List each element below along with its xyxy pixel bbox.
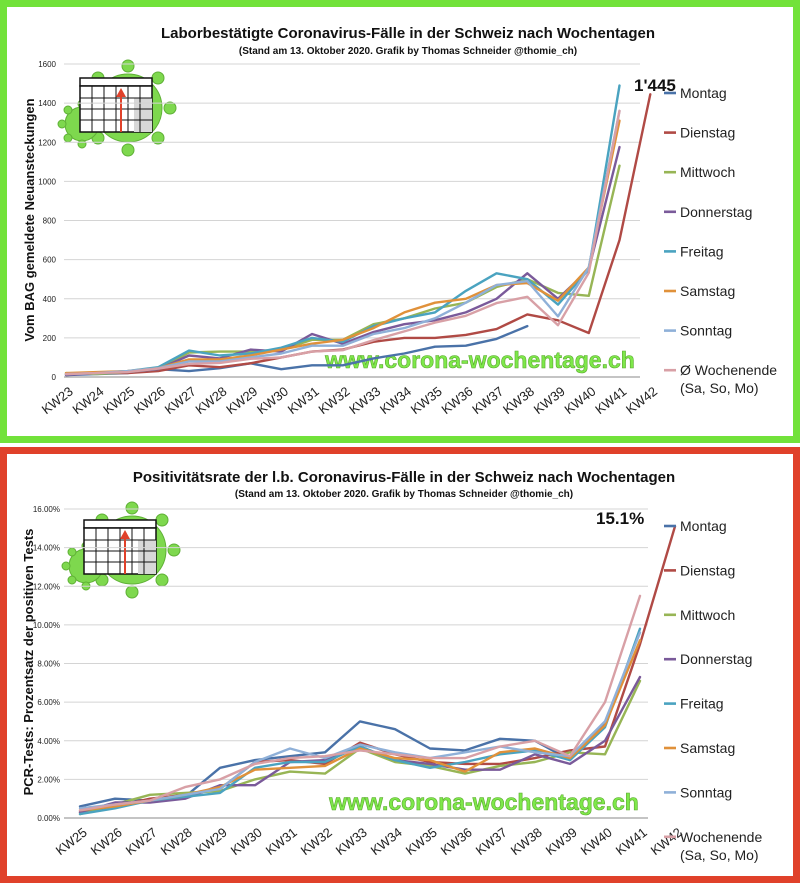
y-axis-label: Vom BAG gemeldete Neuansteckungen (22, 98, 37, 341)
legend-label: Donnerstag (680, 651, 752, 667)
x-tick-label: KW29 (193, 825, 230, 859)
x-tick-label: KW26 (88, 825, 125, 859)
x-tick-label: KW27 (162, 384, 199, 418)
legend-label: Montag (680, 85, 727, 101)
x-tick-label: KW28 (158, 825, 195, 859)
legend-label: Sonntag (680, 784, 732, 800)
x-tick-label: KW28 (192, 384, 229, 418)
y-tick-label: 6.00% (37, 698, 60, 707)
virus-calendar-icon (57, 59, 177, 157)
legend-label-sub: (Sa, So, Mo) (680, 847, 759, 863)
legend-label: Samstag (680, 283, 735, 299)
x-tick-label: KW29 (223, 384, 260, 418)
legend-label: Dienstag (680, 562, 735, 578)
x-tick-label: KW35 (408, 384, 445, 418)
x-tick-label: KW37 (473, 825, 510, 859)
x-tick-label: KW31 (263, 825, 300, 859)
watermark-text: www.corona-wochentage.ch (328, 789, 639, 815)
x-tick-label: KW38 (500, 384, 537, 418)
x-tick-label: KW30 (254, 384, 291, 418)
series-line (64, 109, 621, 376)
x-tick-label: KW26 (131, 384, 168, 418)
legend-label: Dienstag (680, 125, 735, 141)
x-tick-label: KW25 (53, 825, 90, 859)
y-tick-label: 4.00% (37, 737, 60, 746)
y-tick-label: 8.00% (37, 660, 60, 669)
y-tick-label: 1400 (38, 99, 56, 108)
y-tick-label: 400 (43, 295, 57, 304)
chart-title: Positivitätsrate der l.b. Coronavirus-Fä… (133, 469, 675, 486)
legend-label: Ø Wochenende (680, 362, 777, 378)
x-tick-label: KW35 (403, 825, 440, 859)
x-tick-label: KW36 (438, 825, 475, 859)
legend-label: Mittwoch (680, 164, 735, 180)
x-tick-label: KW42 (623, 384, 660, 418)
x-tick-label: KW31 (285, 384, 322, 418)
x-tick-label: KW23 (39, 384, 76, 418)
x-tick-label: KW40 (578, 825, 615, 859)
watermark-text: www.corona-wochentage.ch (324, 347, 635, 373)
x-tick-label: KW32 (315, 384, 352, 418)
y-tick-label: 200 (43, 334, 57, 343)
y-tick-label: 1000 (38, 177, 56, 186)
x-tick-label: KW36 (438, 384, 475, 418)
chart-subtitle: (Stand am 13. Oktober 2020. Grafik by Th… (239, 46, 577, 57)
chart-title: Laborbestätigte Coronavirus-Fälle in der… (161, 25, 655, 42)
series-line (78, 639, 642, 812)
legend-label: Mittwoch (680, 607, 735, 623)
series-line (78, 631, 642, 810)
legend-label: Sonntag (680, 323, 732, 339)
callout-label: 15.1% (596, 509, 644, 528)
chart-subtitle: (Stand am 13. Oktober 2020. Grafik by Th… (235, 489, 573, 500)
x-tick-label: KW39 (531, 384, 568, 418)
series-line (64, 119, 621, 375)
x-tick-label: KW34 (368, 825, 405, 859)
x-tick-label: KW32 (298, 825, 335, 859)
x-tick-label: KW27 (123, 825, 160, 859)
series-line (64, 109, 621, 376)
y-tick-label: 12.00% (33, 582, 60, 591)
y-axis-label: PCR-Tests: Prozentsatz der positiven Tes… (21, 529, 36, 796)
x-tick-label: KW30 (228, 825, 265, 859)
x-tick-label: KW33 (333, 825, 370, 859)
y-tick-label: 1600 (38, 60, 56, 69)
callout-label: 1'445 (634, 76, 676, 95)
legend-label: Freitag (680, 243, 724, 259)
x-tick-label: KW24 (69, 384, 106, 418)
x-tick-label: KW37 (469, 384, 506, 418)
x-tick-label: KW41 (592, 384, 629, 418)
y-tick-label: 16.00% (33, 505, 60, 514)
legend-label: Wochenende (680, 829, 762, 845)
y-tick-label: 600 (43, 256, 57, 265)
legend-label: Donnerstag (680, 204, 752, 220)
y-tick-label: 14.00% (33, 544, 60, 553)
virus-calendar-icon (61, 501, 181, 599)
y-tick-label: 0 (52, 373, 57, 382)
y-tick-label: 0.00% (37, 814, 60, 823)
series-line (78, 594, 642, 812)
x-tick-label: KW41 (613, 825, 650, 859)
series-line (78, 525, 677, 814)
x-tick-label: KW38 (508, 825, 545, 859)
y-tick-label: 800 (43, 217, 57, 226)
x-tick-label: KW34 (377, 384, 414, 418)
x-tick-label: KW33 (346, 384, 383, 418)
legend-label: Samstag (680, 740, 735, 756)
legend-label-sub: (Sa, So, Mo) (680, 380, 759, 396)
legend-label: Freitag (680, 696, 724, 712)
y-tick-label: 2.00% (37, 775, 60, 784)
legend-label: Montag (680, 518, 727, 534)
x-tick-label: KW39 (543, 825, 580, 859)
y-tick-label: 10.00% (33, 621, 60, 630)
y-tick-label: 1200 (38, 138, 56, 147)
x-tick-label: KW40 (561, 384, 598, 418)
x-tick-label: KW25 (100, 384, 137, 418)
